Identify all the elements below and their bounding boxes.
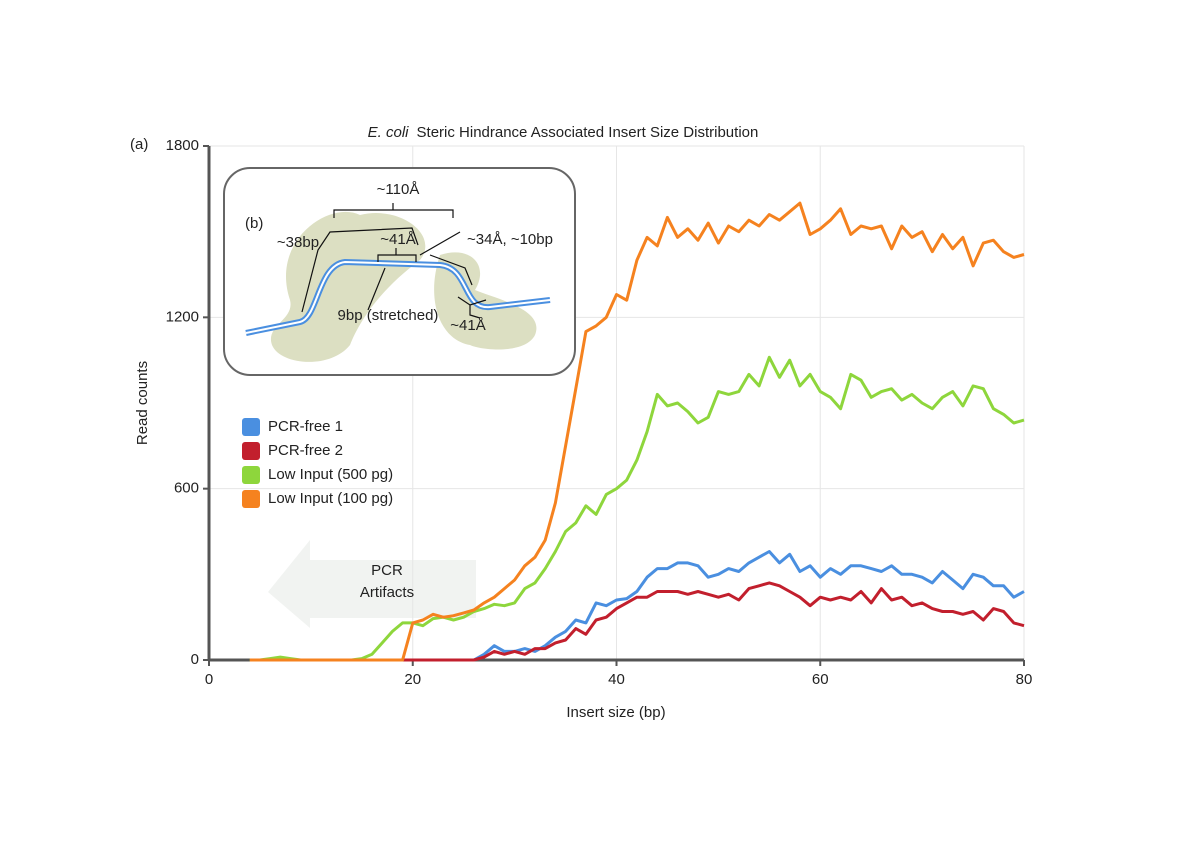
series-line [249,201,1025,662]
x-tick-label: 20 [404,671,421,688]
x-axis-label: Insert size (bp) [566,704,665,721]
annotation: Artifacts [360,584,414,601]
y-tick-label: 1200 [166,308,199,325]
legend-swatch [242,466,260,484]
y-tick-label: 1800 [166,137,199,154]
title-text: Steric Hindrance Associated Insert Size … [417,124,759,141]
annotation: PCR [371,562,403,579]
dna-strand [245,260,551,334]
x-tick-label: 60 [812,671,829,688]
x-tick-label: 40 [608,671,625,688]
legend-label: Low Input (100 pg) [268,490,393,507]
legend-swatch [242,490,260,508]
legend-label: PCR-free 1 [268,418,343,435]
inset: (b) ~110Å ~38bp ~41Å ~34Å, ~10bp 9bp (stretch… [223,167,576,376]
panel-label: (a) [130,136,148,153]
annotation-arrow [268,540,476,628]
legend-swatch [242,418,260,436]
y-tick-label: 0 [191,651,199,668]
plot-area [203,145,1025,666]
inset-text: 9bp (stretched) [338,307,439,324]
legend-swatch [242,442,260,460]
legend-label: Low Input (500 pg) [268,466,393,483]
inset-text: ~38bp [277,234,319,251]
series-line [402,581,1025,662]
title-species: E. coli [368,124,410,141]
x-tick-label: 80 [1016,671,1033,688]
protein-blob [270,211,426,362]
inset-text: ~34Å, ~10bp [467,231,553,248]
bracket [333,203,454,218]
x-tick-label: 0 [205,671,213,688]
legend-label: PCR-free 2 [268,442,343,459]
chart-title: E. coli Steric Hindrance Associated Inser… [368,124,759,141]
inset-text: ~41Å [450,317,485,334]
y-axis-label: Read counts [134,361,151,445]
inset-label: (b) [245,215,263,232]
series-line [402,550,1025,662]
inset-text: ~41Å [380,231,415,248]
series-line [249,355,1025,662]
inset-text: ~110Å [377,181,420,198]
y-tick-label: 600 [174,480,199,497]
bracket [301,227,487,319]
